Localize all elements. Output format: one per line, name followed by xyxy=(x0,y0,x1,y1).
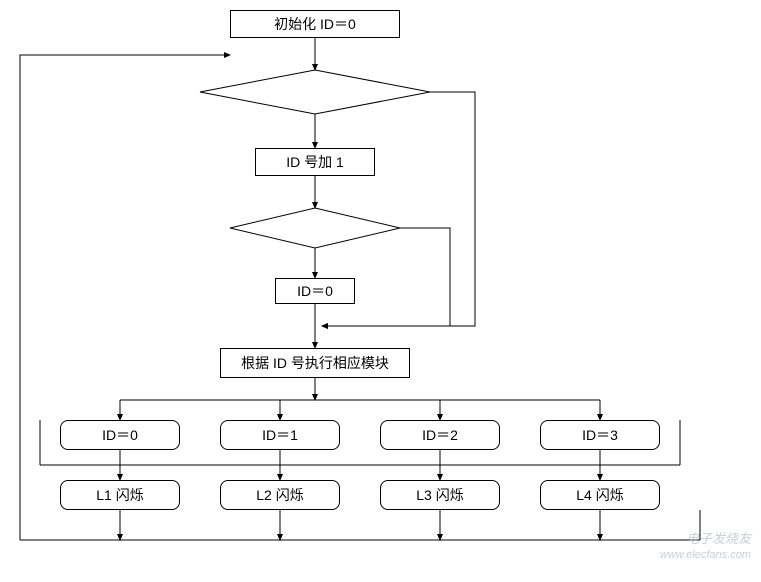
node-l3: L3 闪烁 xyxy=(380,480,500,510)
node-label: L2 闪烁 xyxy=(256,485,303,505)
node-label: 根据 ID 号执行相应模块 xyxy=(241,353,389,373)
node-id1: ID＝1 xyxy=(220,420,340,450)
watermark-brand: 电子发烧友 xyxy=(660,531,751,548)
node-label: ID＝2 xyxy=(422,425,458,445)
node-label: L1 闪烁 xyxy=(96,485,143,505)
node-dispatch: 根据 ID 号执行相应模块 xyxy=(220,348,410,378)
node-l1: L1 闪烁 xyxy=(60,480,180,510)
node-id2: ID＝2 xyxy=(380,420,500,450)
watermark: 电子发烧友 www.elecfans.com xyxy=(660,531,751,562)
node-label: 识别 K1 按键成功否？ xyxy=(247,84,384,100)
node-label: ID＝1 xyxy=(262,425,298,445)
node-init: 初始化 ID＝0 xyxy=(230,10,400,38)
node-label: ID＝0 xyxy=(297,281,333,301)
node-label: ID＝0 xyxy=(102,425,138,445)
node-id-zero: ID＝0 xyxy=(275,278,355,304)
node-label: ID 号加 1 xyxy=(286,152,344,172)
node-l2: L2 闪烁 xyxy=(220,480,340,510)
node-id-eq4: ID＝4 吗？ xyxy=(230,218,400,238)
node-id3: ID＝3 xyxy=(540,420,660,450)
node-label: 初始化 ID＝0 xyxy=(274,14,356,34)
watermark-url: www.elecfans.com xyxy=(660,548,751,562)
node-id0: ID＝0 xyxy=(60,420,180,450)
node-label: L4 闪烁 xyxy=(576,485,623,505)
node-label: L3 闪烁 xyxy=(416,485,463,505)
node-id-inc: ID 号加 1 xyxy=(255,148,375,176)
node-check-k1: 识别 K1 按键成功否？ xyxy=(200,82,430,102)
node-label: ID＝4 吗？ xyxy=(281,220,349,236)
node-label: ID＝3 xyxy=(582,425,618,445)
node-l4: L4 闪烁 xyxy=(540,480,660,510)
